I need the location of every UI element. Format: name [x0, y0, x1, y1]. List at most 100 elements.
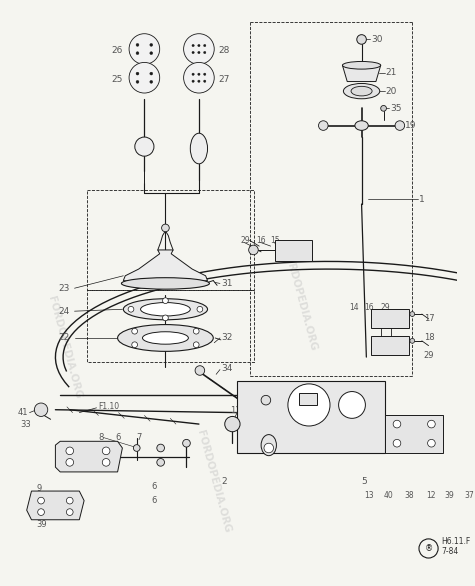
Ellipse shape [118, 325, 213, 352]
Bar [87, 190, 255, 290]
Bar [371, 309, 409, 328]
Text: 6: 6 [151, 482, 156, 490]
Text: H6.11.F
7-84: H6.11.F 7-84 [441, 537, 470, 556]
Circle shape [66, 509, 73, 516]
Ellipse shape [351, 86, 372, 96]
Text: 10: 10 [294, 383, 305, 392]
Text: 39: 39 [445, 491, 455, 500]
Text: 38: 38 [405, 491, 414, 500]
Text: 7: 7 [137, 433, 142, 442]
Circle shape [192, 73, 194, 76]
Text: 16: 16 [256, 236, 266, 245]
Circle shape [410, 339, 415, 343]
Circle shape [288, 384, 330, 426]
Text: 27: 27 [218, 75, 229, 84]
Text: 25: 25 [111, 75, 122, 84]
Circle shape [102, 458, 110, 466]
Circle shape [128, 306, 134, 312]
Polygon shape [124, 250, 208, 284]
Circle shape [34, 403, 48, 417]
Text: 40: 40 [384, 491, 393, 500]
Text: 30: 30 [371, 35, 383, 44]
Circle shape [136, 52, 139, 54]
Text: 14: 14 [349, 303, 359, 312]
Ellipse shape [141, 302, 190, 316]
Text: 20: 20 [386, 87, 397, 96]
Circle shape [150, 80, 152, 83]
Text: 35: 35 [390, 104, 402, 113]
Text: 33: 33 [20, 420, 31, 428]
Text: 29: 29 [424, 350, 434, 360]
Circle shape [204, 45, 206, 47]
Text: 2: 2 [221, 477, 227, 486]
Circle shape [102, 447, 110, 455]
Text: 1: 1 [419, 195, 425, 204]
Text: 9: 9 [36, 483, 41, 493]
Text: ®: ® [425, 544, 433, 553]
Circle shape [162, 315, 168, 321]
Circle shape [150, 52, 152, 54]
Text: 31: 31 [221, 279, 232, 288]
Circle shape [183, 440, 190, 447]
Circle shape [133, 445, 140, 451]
Circle shape [339, 391, 365, 418]
Text: 8: 8 [98, 433, 104, 442]
Text: 6: 6 [116, 448, 121, 457]
Circle shape [204, 52, 206, 54]
Text: FORDOPEDIA.ORG: FORDOPEDIA.ORG [47, 295, 84, 400]
Bar [299, 393, 317, 405]
Text: 18: 18 [424, 333, 434, 342]
Ellipse shape [142, 332, 189, 344]
Circle shape [157, 458, 164, 466]
Circle shape [184, 63, 214, 93]
Polygon shape [386, 414, 443, 453]
Circle shape [38, 509, 44, 516]
Circle shape [136, 80, 139, 83]
Circle shape [162, 298, 168, 304]
Circle shape [192, 45, 194, 47]
Text: 36: 36 [276, 434, 286, 443]
Text: 12: 12 [427, 491, 436, 500]
Circle shape [428, 440, 435, 447]
Circle shape [249, 245, 258, 255]
Circle shape [393, 440, 401, 447]
Text: 5: 5 [361, 477, 367, 486]
Text: 19: 19 [405, 121, 416, 130]
Text: F1.10: F1.10 [98, 403, 120, 411]
Circle shape [132, 328, 138, 334]
Text: 3: 3 [357, 396, 362, 405]
Circle shape [380, 105, 387, 111]
Circle shape [66, 447, 74, 455]
Text: 4: 4 [269, 389, 275, 398]
Circle shape [319, 121, 328, 130]
Ellipse shape [122, 278, 209, 289]
Circle shape [38, 498, 44, 504]
Text: 6: 6 [116, 433, 121, 442]
Circle shape [136, 72, 139, 75]
Text: 26: 26 [111, 46, 122, 56]
Ellipse shape [124, 299, 208, 320]
Text: 16: 16 [364, 303, 374, 312]
Text: 32: 32 [221, 333, 232, 342]
Text: FORDOPEDIA.ORG: FORDOPEDIA.ORG [281, 247, 318, 352]
Circle shape [198, 73, 200, 76]
Circle shape [195, 366, 205, 375]
Circle shape [264, 443, 274, 453]
Ellipse shape [343, 83, 380, 99]
Circle shape [192, 80, 194, 83]
Text: 41: 41 [17, 408, 28, 417]
Ellipse shape [355, 121, 368, 130]
Polygon shape [56, 441, 123, 472]
Circle shape [261, 396, 271, 405]
Polygon shape [237, 381, 386, 453]
Text: 24: 24 [58, 306, 69, 316]
Circle shape [184, 34, 214, 64]
Text: 39: 39 [36, 520, 47, 529]
Circle shape [129, 63, 160, 93]
Text: 6: 6 [151, 496, 156, 505]
Circle shape [198, 52, 200, 54]
Text: 17: 17 [424, 314, 434, 323]
Text: 28: 28 [218, 46, 229, 56]
Polygon shape [342, 65, 380, 81]
Text: 22: 22 [58, 333, 69, 342]
